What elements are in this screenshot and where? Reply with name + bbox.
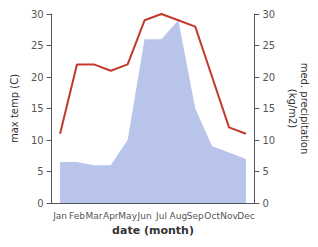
svg-text:30: 30 [262, 9, 275, 20]
svg-text:Jan: Jan [52, 211, 67, 221]
svg-text:0: 0 [262, 198, 268, 209]
svg-text:May: May [118, 211, 137, 221]
svg-text:0: 0 [37, 198, 43, 209]
svg-text:Sep: Sep [187, 211, 204, 221]
svg-text:Apr: Apr [103, 211, 119, 221]
svg-text:date (month): date (month) [112, 224, 194, 237]
svg-text:30: 30 [31, 9, 44, 20]
svg-text:15: 15 [31, 103, 44, 114]
svg-text:10: 10 [262, 135, 275, 146]
svg-text:max temp (C): max temp (C) [9, 74, 20, 143]
svg-text:15: 15 [262, 103, 275, 114]
svg-text:25: 25 [262, 40, 275, 51]
svg-text:5: 5 [37, 166, 43, 177]
svg-text:Oct: Oct [204, 211, 220, 221]
svg-text:(kg/m2): (kg/m2) [287, 89, 298, 129]
svg-text:20: 20 [262, 72, 275, 83]
svg-text:Jun: Jun [137, 211, 152, 221]
svg-text:Jul: Jul [155, 211, 167, 221]
svg-text:Aug: Aug [170, 211, 188, 221]
svg-text:Mar: Mar [85, 211, 102, 221]
svg-text:5: 5 [262, 166, 268, 177]
svg-text:Feb: Feb [69, 211, 85, 221]
svg-text:med. precipitation: med. precipitation [299, 63, 310, 155]
svg-text:20: 20 [31, 72, 44, 83]
svg-text:10: 10 [31, 135, 44, 146]
svg-text:Nov: Nov [220, 211, 238, 221]
svg-text:25: 25 [31, 40, 44, 51]
svg-text:Dec: Dec [237, 211, 254, 221]
